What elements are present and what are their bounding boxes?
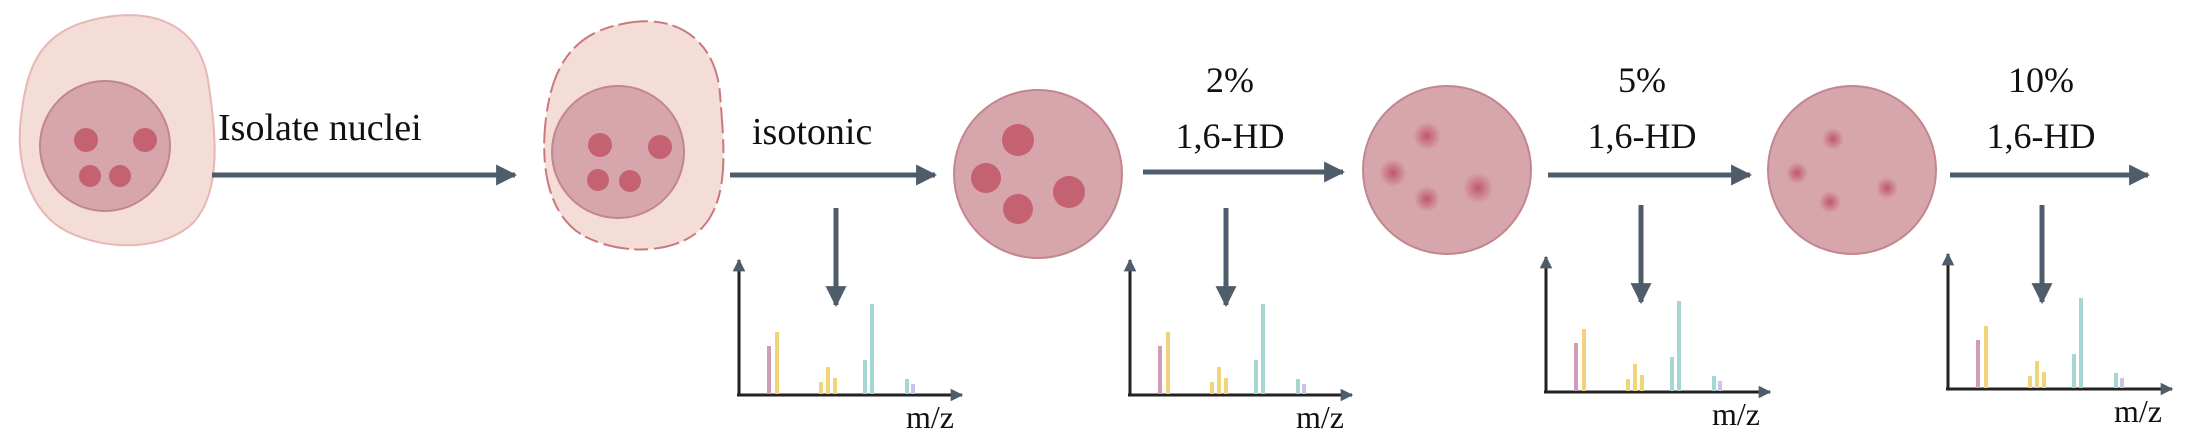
spectrum-axis-label: m/z bbox=[2114, 393, 2162, 429]
spectrum-peak bbox=[2120, 378, 2124, 388]
nucleolus bbox=[1413, 122, 1441, 150]
nucleolus bbox=[1414, 186, 1440, 212]
nucleus bbox=[1362, 85, 1532, 255]
spectrum-peak bbox=[1718, 381, 1722, 391]
spectrum-peak bbox=[1574, 343, 1578, 391]
spectrum-peak bbox=[1261, 304, 1265, 394]
nucleolus bbox=[1379, 159, 1407, 187]
nucleus-2pct-hd bbox=[1362, 85, 1532, 255]
spectrum-peak bbox=[1224, 378, 1228, 394]
nucleolus bbox=[1003, 194, 1033, 224]
nucleus bbox=[551, 85, 685, 219]
label-2pct: 2% bbox=[1206, 60, 1254, 100]
spectrum-peak bbox=[1296, 379, 1300, 394]
spectrum-peak bbox=[911, 384, 915, 394]
nucleus-5pct-hd bbox=[1767, 85, 1937, 255]
spectrum-peak bbox=[775, 332, 779, 394]
nucleolus bbox=[648, 135, 672, 159]
nucleus bbox=[953, 89, 1123, 259]
nucleolus bbox=[1053, 176, 1085, 208]
spectrum-peak bbox=[1166, 332, 1170, 394]
label-5pct-hd: 1,6-HD bbox=[1588, 116, 1697, 156]
mass-spectrum-isotonic: m/z bbox=[732, 258, 964, 433]
nucleus bbox=[1767, 85, 1937, 255]
nucleolus bbox=[133, 128, 157, 152]
nucleolus bbox=[1819, 191, 1841, 213]
spectrum-peak bbox=[2079, 298, 2083, 388]
mass-spectrum-5pct: m/z bbox=[1539, 255, 1772, 432]
spectrum-peak bbox=[767, 346, 771, 394]
spectrum-peak bbox=[1677, 301, 1681, 391]
nucleolus bbox=[1822, 128, 1844, 150]
mass-spectrum-2pct: m/z bbox=[1123, 258, 1354, 433]
spectrum-axis-label: m/z bbox=[906, 399, 954, 433]
spectrum-peak bbox=[1670, 357, 1674, 391]
spectrum-peak bbox=[1254, 360, 1258, 394]
label-isotonic: isotonic bbox=[752, 111, 872, 153]
spectrum-peak bbox=[1976, 340, 1980, 388]
whole-cell bbox=[18, 14, 216, 247]
spectrum-peak bbox=[833, 378, 837, 394]
nucleolus bbox=[619, 170, 641, 192]
spectrum-peak bbox=[1712, 376, 1716, 391]
spectrum-axis-label: m/z bbox=[1712, 396, 1760, 432]
nucleus bbox=[39, 80, 171, 212]
nucleus-isotonic bbox=[953, 89, 1123, 259]
nucleolus bbox=[79, 165, 101, 187]
spectrum-peak bbox=[1210, 382, 1214, 394]
spectrum-peak bbox=[2028, 376, 2032, 388]
spectrum-axis-label: m/z bbox=[1296, 399, 1344, 433]
spectrum-peak bbox=[2072, 354, 2076, 388]
spectrum-peak bbox=[1158, 346, 1162, 394]
spectrum-peak bbox=[870, 304, 874, 394]
nucleolus bbox=[109, 165, 131, 187]
spectrum-peak bbox=[826, 367, 830, 394]
label-2pct-hd: 1,6-HD bbox=[1176, 116, 1285, 156]
label-10pct: 10% bbox=[2008, 60, 2074, 100]
spectrum-peak bbox=[1302, 384, 1306, 394]
spectrum-peak bbox=[1640, 375, 1644, 391]
nucleolus bbox=[971, 163, 1001, 193]
nucleolus bbox=[588, 133, 612, 157]
isolated-nucleus-cell bbox=[543, 20, 725, 251]
spectrum-peak bbox=[863, 360, 867, 394]
mass-spectrum-10pct: m/z bbox=[1941, 252, 2174, 429]
spectrum-peak bbox=[819, 382, 823, 394]
spectrum-peak bbox=[905, 379, 909, 394]
spectrum-peak bbox=[1984, 326, 1988, 388]
nucleolus bbox=[1786, 162, 1808, 184]
nucleolus bbox=[1876, 177, 1898, 199]
label-10pct-hd: 1,6-HD bbox=[1987, 116, 2096, 156]
spectrum-peak bbox=[1217, 367, 1221, 394]
label-5pct: 5% bbox=[1618, 60, 1666, 100]
label-isolate-nuclei: Isolate nuclei bbox=[218, 107, 422, 149]
spectrum-peak bbox=[1626, 379, 1630, 391]
spectrum-peak bbox=[2035, 361, 2039, 388]
spectrum-peak bbox=[2114, 373, 2118, 388]
nucleolus bbox=[74, 128, 98, 152]
nucleolus bbox=[1463, 173, 1493, 203]
spectrum-peak bbox=[2042, 372, 2046, 388]
nucleolus bbox=[1002, 124, 1034, 156]
spectrum-peak bbox=[1633, 364, 1637, 391]
nucleolus bbox=[587, 169, 609, 191]
spectrum-peak bbox=[1582, 329, 1586, 391]
